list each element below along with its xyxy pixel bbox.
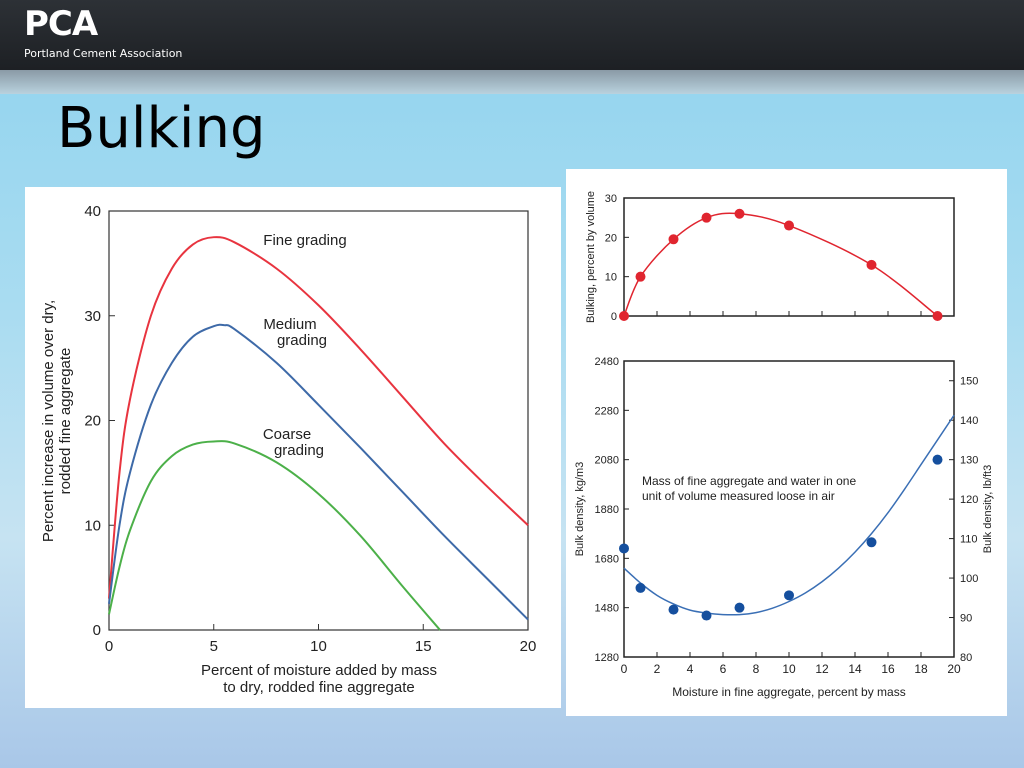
y-tick-label: 30	[84, 308, 101, 325]
bottom-y2-tick-label: 120	[960, 494, 978, 506]
bottom-y2-tick-label: 90	[960, 613, 972, 625]
x-tick-label: 20	[520, 638, 537, 655]
bottom-x-tick-label: 6	[720, 662, 727, 676]
bottom-y-tick-label: 1880	[595, 504, 619, 516]
bottom-x-tick-label: 4	[687, 662, 694, 676]
density-annotation: Mass of fine aggregate and water in one u…	[642, 474, 856, 503]
y-tick-label: 0	[93, 622, 101, 639]
bottom-x-tick-label: 10	[782, 662, 796, 676]
bulking-by-grading-svg: 0 5 10 15 20 0 10 20 30 40 Percent of moisture add…	[40, 203, 537, 696]
density-data-point	[932, 454, 943, 465]
top-data-point	[932, 311, 943, 321]
y-tick-label: 40	[84, 203, 101, 220]
x-tick-label: 15	[415, 638, 432, 655]
bottom-x-tick-label: 12	[815, 662, 829, 676]
bottom-y-tick-label: 2480	[595, 356, 619, 368]
bottom-x-tick-label: 14	[848, 662, 862, 676]
x-tick-label: 10	[310, 638, 327, 655]
series-label: Coarse grading	[263, 426, 324, 459]
plot-frame	[108, 210, 529, 631]
bottom-y-tick-label: 2080	[595, 455, 619, 467]
bottom-x-tick-label: 20	[947, 662, 961, 676]
bottom-y2-tick-label: 130	[960, 455, 978, 467]
bottom-x-tick-label: 8	[753, 662, 760, 676]
bottom-y2-tick-label: 150	[960, 376, 978, 388]
top-y-axis-label: Bulking, percent by volume	[585, 191, 597, 323]
bottom-x-tick-label: 18	[914, 662, 928, 676]
density-curve	[623, 414, 955, 616]
top-y-tick-label: 10	[605, 272, 617, 284]
top-data-point	[701, 212, 712, 223]
series-label: Fine grading	[263, 232, 346, 249]
top-data-point	[784, 220, 794, 231]
y-axis-label: Percent increase in volume over dry,rodd…	[40, 300, 74, 542]
bottom-y2-axis-label: Bulk density, lb/ft3	[982, 465, 994, 553]
density-data-point	[784, 590, 794, 601]
top-data-point	[866, 259, 877, 270]
bottom-y-tick-label: 1480	[595, 603, 619, 615]
series-line	[108, 440, 441, 631]
density-data-point	[734, 602, 745, 613]
bottom-y-tick-label: 1280	[595, 652, 619, 664]
bulking-density-svg: 0 10 20 30 Bulking, percent by volume 0 2 4 6 8 10…	[574, 191, 994, 699]
top-series-line	[623, 212, 938, 317]
top-data-point	[619, 311, 629, 321]
pca-logo: PCA	[24, 4, 98, 44]
density-data-point	[866, 537, 877, 548]
top-plot-frame	[623, 197, 955, 317]
density-data-point	[701, 610, 712, 621]
top-data-point	[668, 234, 679, 245]
series-label: Medium grading	[263, 316, 327, 349]
top-y-tick-label: 20	[605, 232, 617, 244]
y-tick-label: 10	[84, 517, 101, 534]
density-data-point	[635, 582, 646, 593]
bottom-x-tick-label: 2	[654, 662, 661, 676]
bulking-density-chart: 0 10 20 30 Bulking, percent by volume 0 2 4 6 8 10…	[566, 169, 1007, 716]
x-axis-label: Percent of moisture added by mass to dry,…	[201, 662, 437, 696]
bottom-x-tick-label: 0	[621, 662, 628, 676]
bottom-y2-tick-label: 110	[960, 534, 978, 546]
bottom-y2-tick-label: 100	[960, 573, 978, 585]
bottom-y-axis-label: Bulk density, kg/m3	[574, 462, 586, 557]
density-data-point	[619, 543, 629, 554]
x-tick-label: 5	[210, 638, 218, 655]
bulking-by-grading-chart: 0 5 10 15 20 0 10 20 30 40 Percent of moisture add…	[25, 187, 561, 708]
top-y-tick-label: 0	[611, 311, 617, 323]
bottom-y2-tick-label: 80	[960, 652, 972, 664]
header-bar: PCA Portland Cement Association	[0, 0, 1024, 70]
series-line	[108, 323, 529, 621]
top-data-point	[635, 271, 646, 282]
y-tick-label: 20	[84, 413, 101, 430]
density-data-point	[668, 604, 679, 615]
bottom-x-axis-label: Moisture in fine aggregate, percent by m…	[672, 685, 905, 699]
bottom-y2-tick-label: 140	[960, 415, 978, 427]
bottom-y-tick-label: 1680	[595, 553, 619, 565]
bottom-y-tick-label: 2280	[595, 405, 619, 417]
series-line	[108, 236, 529, 599]
x-tick-label: 0	[105, 638, 113, 655]
header-band	[0, 70, 1024, 94]
bottom-x-tick-label: 16	[881, 662, 895, 676]
logo-subtitle: Portland Cement Association	[24, 47, 183, 60]
top-data-point	[734, 208, 745, 219]
top-y-tick-label: 30	[605, 193, 617, 205]
slide-title: Bulking	[57, 96, 266, 161]
